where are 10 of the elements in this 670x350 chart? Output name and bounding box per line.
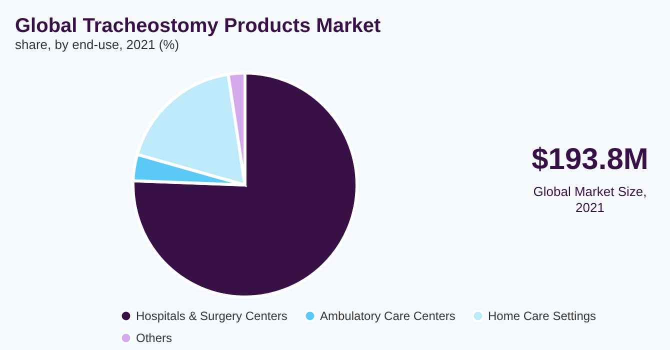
legend-label: Hospitals & Surgery Centers <box>136 309 288 323</box>
legend-label: Ambulatory Care Centers <box>320 309 456 323</box>
chart-title: Global Tracheostomy Products Market <box>15 15 381 37</box>
text: 2021 <box>576 200 604 215</box>
legend-label: Others <box>136 331 172 345</box>
text: $193.8M <box>532 143 648 176</box>
text: Global Market Size, <box>533 184 647 199</box>
chart-subtitle: share, by end-use, 2021 (%) <box>15 37 180 52</box>
pie-slice <box>132 72 358 298</box>
legend-label: Home Care Settings <box>488 309 596 323</box>
